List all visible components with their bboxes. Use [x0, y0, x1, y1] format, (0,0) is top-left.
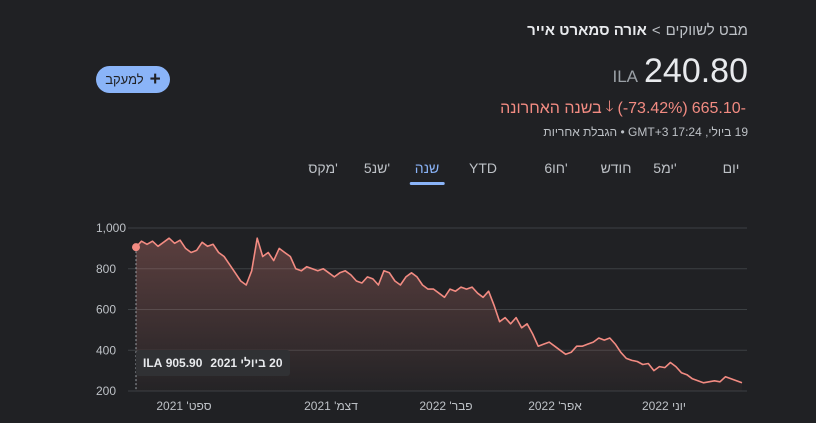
breadcrumb-root-link[interactable]: מבט לשווקים: [665, 22, 748, 39]
plus-icon: +: [149, 69, 161, 90]
x-tick-label: אפר' 2022: [528, 399, 582, 413]
price-display: ILA 240.80: [612, 52, 748, 91]
price-line: [135, 237, 743, 384]
follow-button-label: למעקב: [105, 72, 144, 87]
tab-6[interactable]: 5שנ': [363, 160, 391, 176]
current-price: 240.80: [644, 52, 748, 90]
quote-timestamp: 19 ביולי, 17:24 GMT+3: [628, 125, 748, 139]
y-tick-label: 800: [96, 262, 116, 276]
breadcrumb-current: אורה סמארט אייר: [527, 22, 647, 39]
y-tick-label: 1,000: [96, 221, 126, 235]
arrow-down-icon: 🡓: [605, 98, 614, 115]
time-range-tabs: יום 5ימ' חודש 6חו' YTD שנה 5שנ' מקס': [300, 160, 756, 188]
price-chart[interactable]: 1,000 800 600 400 200 ספט' 2021 דצמ' 2021 פבר' …: [0, 210, 816, 423]
tab-5[interactable]: שנה: [409, 160, 444, 185]
change-period: בשנה האחרונה: [500, 99, 602, 117]
meta-separator: •: [620, 125, 625, 139]
tab-0[interactable]: יום: [722, 160, 740, 176]
y-tick-label: 600: [96, 303, 116, 317]
x-tick-label: ספט' 2021: [156, 399, 211, 413]
tab-3[interactable]: 6חו': [544, 160, 568, 176]
breadcrumb-separator: >: [651, 22, 661, 39]
y-tick-label: 200: [96, 384, 116, 398]
tab-4[interactable]: YTD: [469, 160, 497, 176]
tab-7[interactable]: מקס': [308, 160, 338, 176]
tooltip-date: 20 ביולי 2021: [210, 356, 283, 370]
change-absolute: 665.10-: [691, 99, 746, 117]
x-tick-label: יוני 2022: [642, 399, 686, 413]
disclaimer-link[interactable]: הגבלת אחריות: [543, 125, 618, 139]
change-percent: (-73.42%): [617, 99, 688, 117]
breadcrumb: מבט לשווקים>אורה סמארט אייר: [527, 22, 748, 39]
tab-2[interactable]: חודש: [600, 160, 632, 176]
x-tick-label: דצמ' 2021: [304, 399, 358, 413]
hover-point: [132, 243, 140, 252]
chart-tooltip: 20 ביולי 2021 905.90 ILA: [136, 350, 290, 376]
quote-meta: 19 ביולי, 17:24 GMT+3 • הגבלת אחריות: [543, 125, 748, 139]
x-tick-label: פבר' 2022: [419, 399, 472, 413]
follow-button[interactable]: + למעקב: [96, 66, 170, 93]
price-change: בשנה האחרונה 🡓 (-73.42%) 665.10-: [500, 96, 746, 121]
tooltip-value: 905.90 ILA: [143, 356, 203, 370]
tab-1[interactable]: 5ימ': [653, 160, 677, 176]
y-tick-label: 400: [96, 343, 116, 357]
currency-label: ILA: [612, 67, 638, 86]
